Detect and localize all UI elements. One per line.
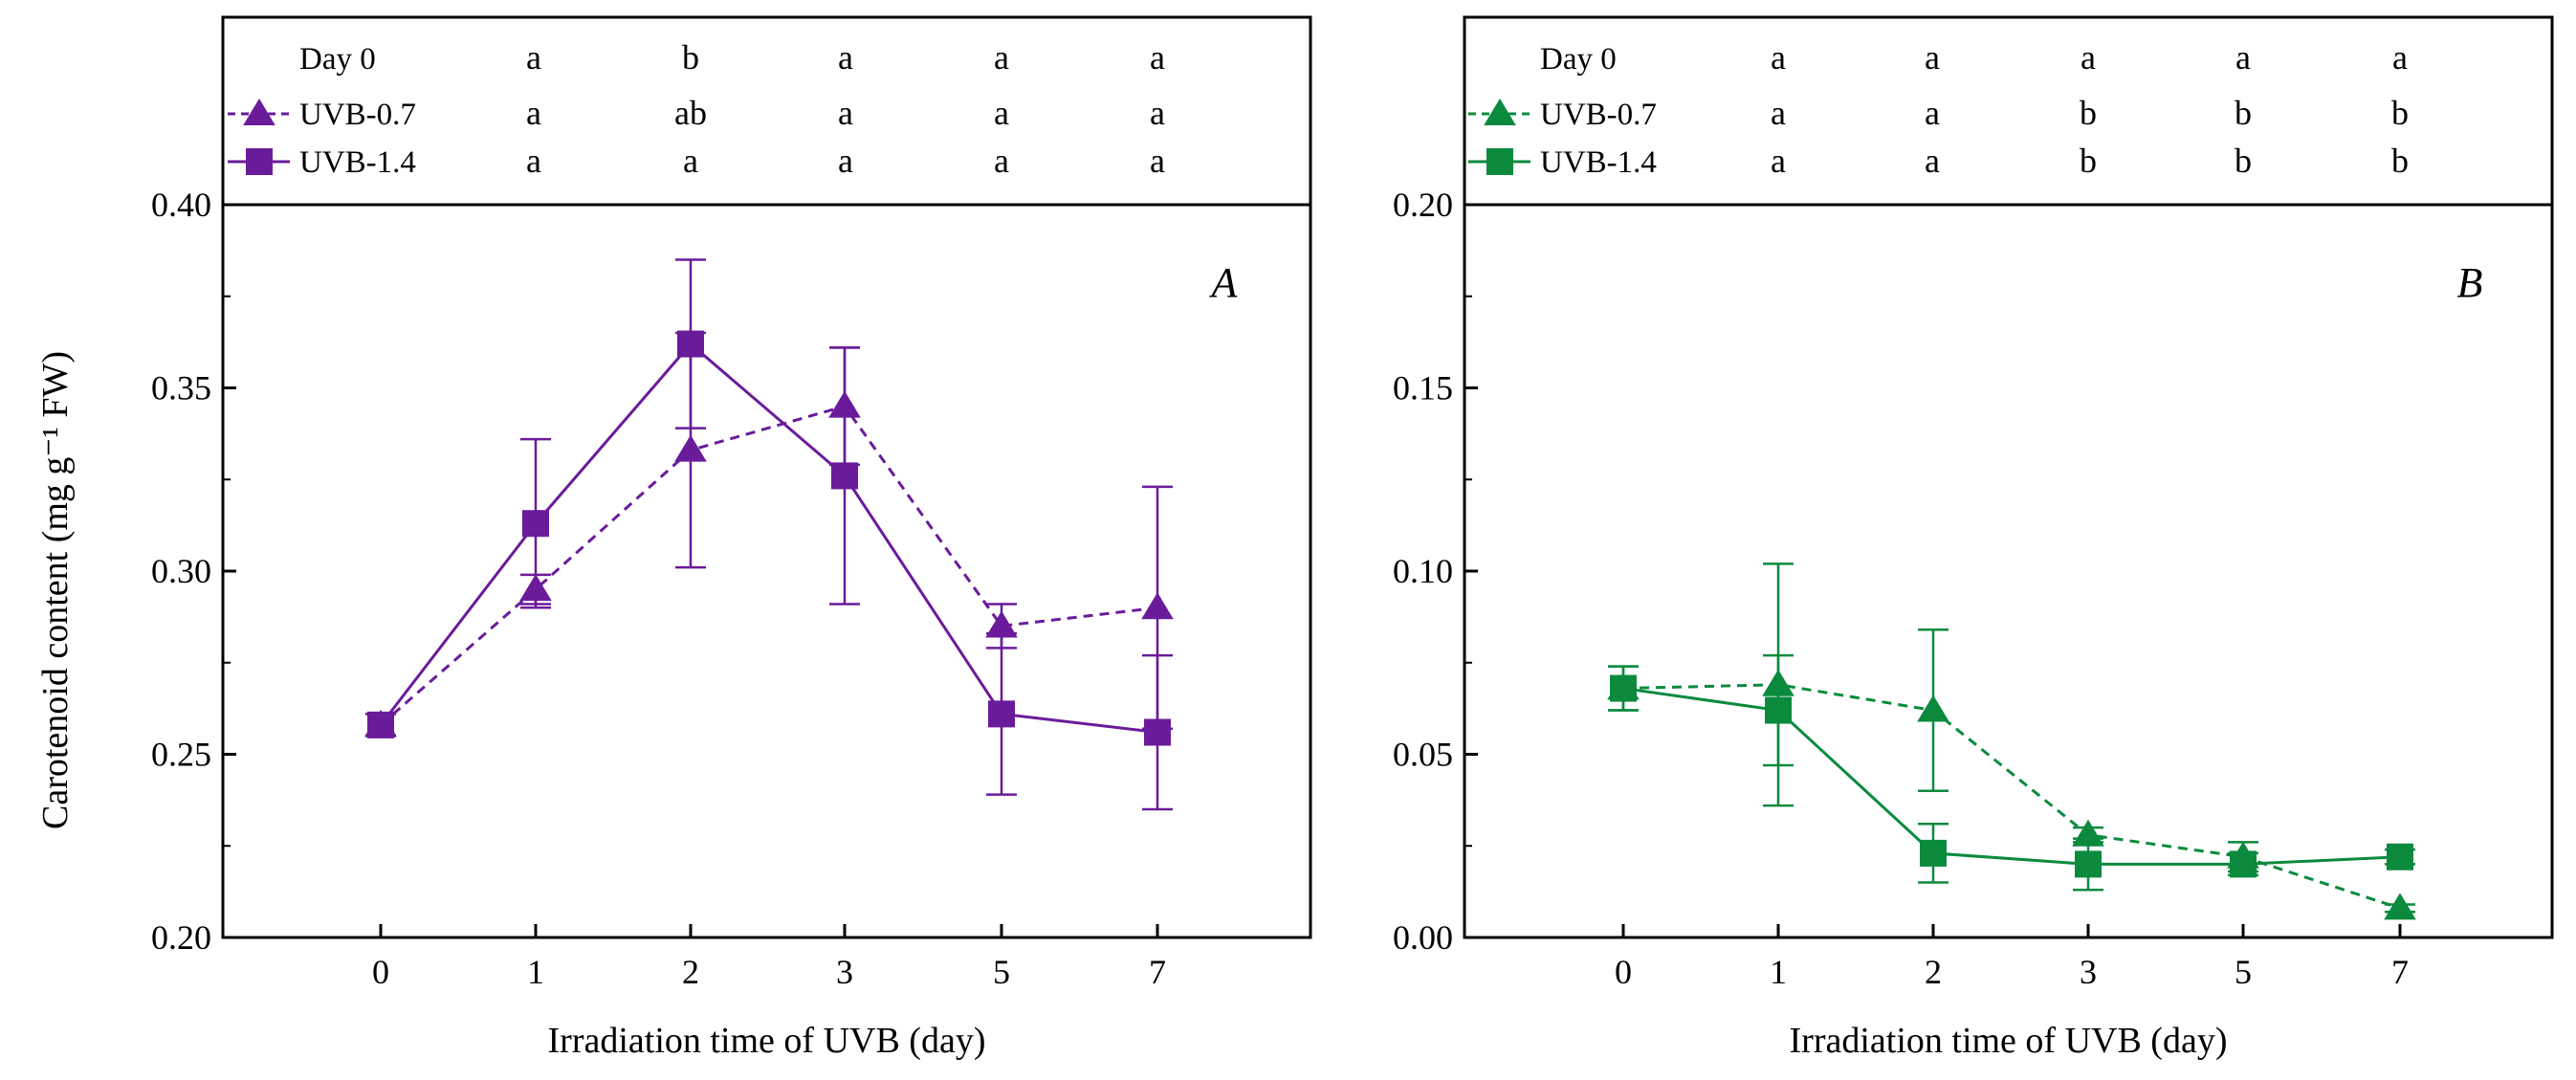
legend-triangle-marker [1484,99,1516,125]
legend-uvb07: UVB-0.7 [1540,98,1657,132]
y-tick-label: 0.40 [151,186,211,224]
y-tick-label: 0.30 [151,552,211,590]
series-uvb-07 [364,331,1174,738]
data-point-square [831,462,858,490]
series-uvb-07 [1607,562,2416,920]
significance-uvb07: a [1150,94,1165,132]
significance-uvb07: a [838,94,853,132]
data-point-triangle [2384,893,2416,920]
x-tick-label: 7 [1149,953,1166,991]
y-tick-label: 0.20 [1393,186,1453,224]
significance-day0: a [526,38,541,77]
legend-day0: Day 0 [299,42,376,77]
series-line [1622,683,2401,910]
x-tick-label: 2 [1925,953,1942,991]
significance-day0: a [838,38,853,77]
legend-uvb07: UVB-0.7 [299,98,416,132]
significance-uvb14: a [526,142,541,180]
panel-letter: B [2457,259,2483,306]
significance-uvb07: a [994,94,1009,132]
data-point-square [367,711,394,738]
data-point-triangle [1917,694,1949,722]
x-tick-label: 1 [1770,953,1787,991]
significance-uvb07: a [526,94,541,132]
y-tick-label: 0.20 [151,918,211,957]
legend-triangle-marker [243,99,275,125]
x-axis-label: Irradiation time of UVB (day) [548,1021,986,1061]
significance-uvb14: a [1925,142,1940,180]
y-tick-label: 0.00 [1393,918,1453,957]
significance-day0: a [2392,38,2408,77]
significance-uvb07: b [2391,94,2409,132]
data-point-square [2230,850,2257,878]
data-point-square [2387,843,2413,871]
panel-letter: A [1209,259,1239,306]
data-point-triangle [1141,592,1174,620]
y-tick-label: 0.05 [1393,736,1453,774]
data-point-triangle [674,434,707,462]
data-point-square [677,330,704,358]
legend-square-marker [1486,148,1513,175]
panel-a: 0.20 0.25 0.30 0.35 0.40 0 1 2 3 5 7 Irradiation ti… [35,15,1312,1061]
data-point-square [2075,850,2102,878]
series-line [1622,687,2401,866]
legend-day0: Day 0 [1540,42,1617,77]
significance-day0: a [2235,38,2251,77]
series-line [379,342,1158,735]
data-point-square [522,510,549,538]
legend-uvb14: UVB-1.4 [1540,145,1657,180]
x-tick-label: 5 [2235,953,2252,991]
x-tick-label: 3 [2080,953,2097,991]
x-tick-label: 0 [372,953,389,991]
significance-uvb07: a [1771,94,1786,132]
significance-day0: b [682,38,699,77]
data-point-square [1765,696,1792,724]
significance-uvb07: b [2235,94,2252,132]
panel-frame [221,15,1312,939]
significance-uvb14: b [2391,142,2409,180]
significance-day0: a [1771,38,1786,77]
series-uvb-14 [1608,653,2415,892]
data-point-triangle [985,610,1018,638]
y-tick-label: 0.10 [1393,552,1453,590]
y-tick-label: 0.15 [1393,369,1453,408]
panel-frame [1463,15,2554,939]
significance-uvb14: a [838,142,853,180]
data-point-square [1610,674,1637,702]
x-tick-label: 0 [1615,953,1632,991]
y-axis-label: Carotenoid content (mg g⁻¹ FW) [35,351,76,829]
significance-uvb14: a [1150,142,1165,180]
y-tick-label: 0.35 [151,369,211,408]
x-tick-label: 3 [836,953,853,991]
series-uvb-14 [365,258,1173,811]
significance-day0: a [2081,38,2096,77]
series-line [380,404,1158,726]
x-tick-label: 1 [527,953,544,991]
x-tick-label: 7 [2391,953,2409,991]
y-tick-label: 0.25 [151,736,211,774]
significance-uvb07: ab [674,94,707,132]
x-axis-label: Irradiation time of UVB (day) [1790,1021,2228,1061]
significance-uvb07: a [1925,94,1940,132]
significance-uvb14: a [994,142,1009,180]
legend-square-marker [246,148,273,175]
significance-day0: a [1925,38,1940,77]
x-tick-label: 2 [682,953,699,991]
data-point-square [988,700,1015,728]
significance-uvb14: b [2080,142,2097,180]
data-point-square [1920,839,1947,867]
significance-uvb07: b [2080,94,2097,132]
significance-uvb14: b [2235,142,2252,180]
significance-uvb14: a [1771,142,1786,180]
x-tick-label: 5 [993,953,1010,991]
significance-day0: a [994,38,1009,77]
panel-b: 0.00 0.05 0.10 0.15 0.20 0 1 2 3 5 7 Irradiation ti… [1393,15,2554,1061]
data-point-square [1144,718,1171,746]
legend-uvb14: UVB-1.4 [299,145,416,180]
significance-uvb14: a [683,142,698,180]
significance-day0: a [1150,38,1165,77]
